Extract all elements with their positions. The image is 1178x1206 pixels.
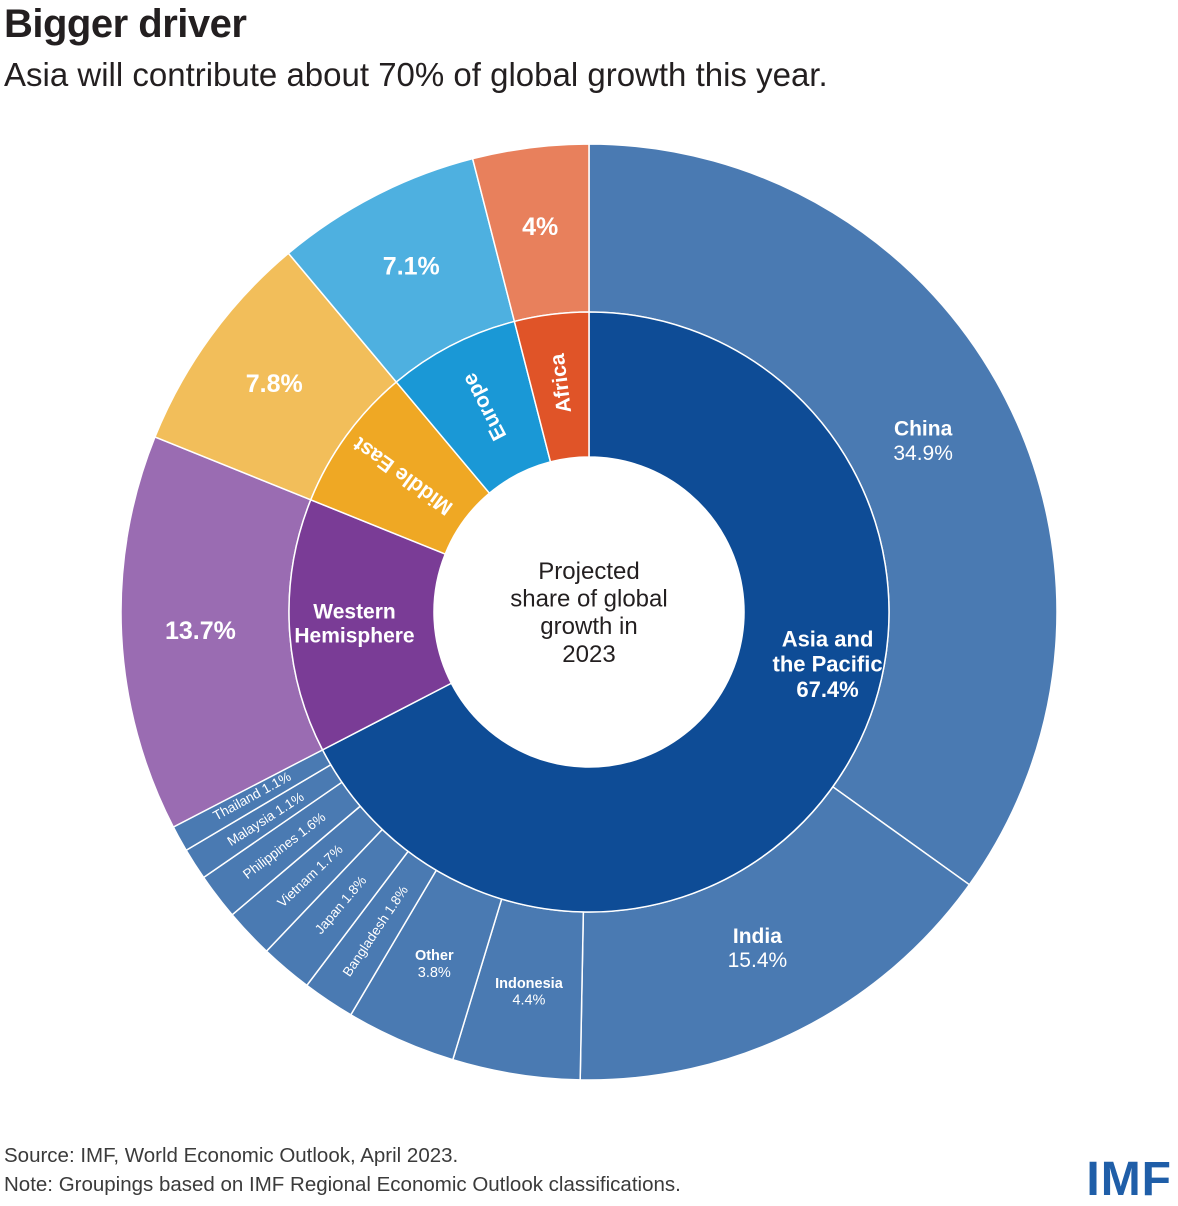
center-label: Projected share of global growth in 2023 (510, 558, 667, 668)
inner-label-western-hemisphere: Western Hemisphere (294, 600, 414, 647)
outer-label-europe: 7.1% (383, 253, 440, 281)
center-label-text: Projected share of global growth in 2023 (510, 558, 667, 668)
inner-ring (288, 311, 890, 913)
inner-slice-asia-and-the-pacific (321, 311, 890, 913)
source-note: Source: IMF, World Economic Outlook, Apr… (4, 1144, 459, 1167)
chart-subtitle: Asia will contribute about 70% of global… (4, 56, 828, 93)
outer-label-middle-east: 7.8% (246, 370, 303, 398)
outer-label-china: China 34.9% (893, 418, 953, 465)
outer-label-other: Other 3.8% (415, 948, 454, 981)
inner-slice-africa (513, 311, 590, 463)
footnote: Note: Groupings based on IMF Regional Ec… (4, 1173, 681, 1196)
chart-title: Bigger driver (4, 2, 247, 46)
outer-label-africa: 4% (522, 213, 558, 241)
imf-logo: IMF (1086, 1153, 1172, 1206)
sunburst-chart: China 34.9% India 15.4% Indonesia 4.4% Other 3.… (120, 143, 1058, 1081)
outer-ring (120, 143, 1058, 1081)
outer-label-india: India 15.4% (728, 925, 788, 972)
outer-label-western-hemisphere: 13.7% (165, 617, 236, 645)
inner-slice-western-hemisphere (288, 498, 453, 751)
outer-label-indonesia: Indonesia 4.4% (495, 976, 564, 1009)
inner-label-asia-and-the-pacific: Asia and the Pacific 67.4% (773, 626, 883, 702)
